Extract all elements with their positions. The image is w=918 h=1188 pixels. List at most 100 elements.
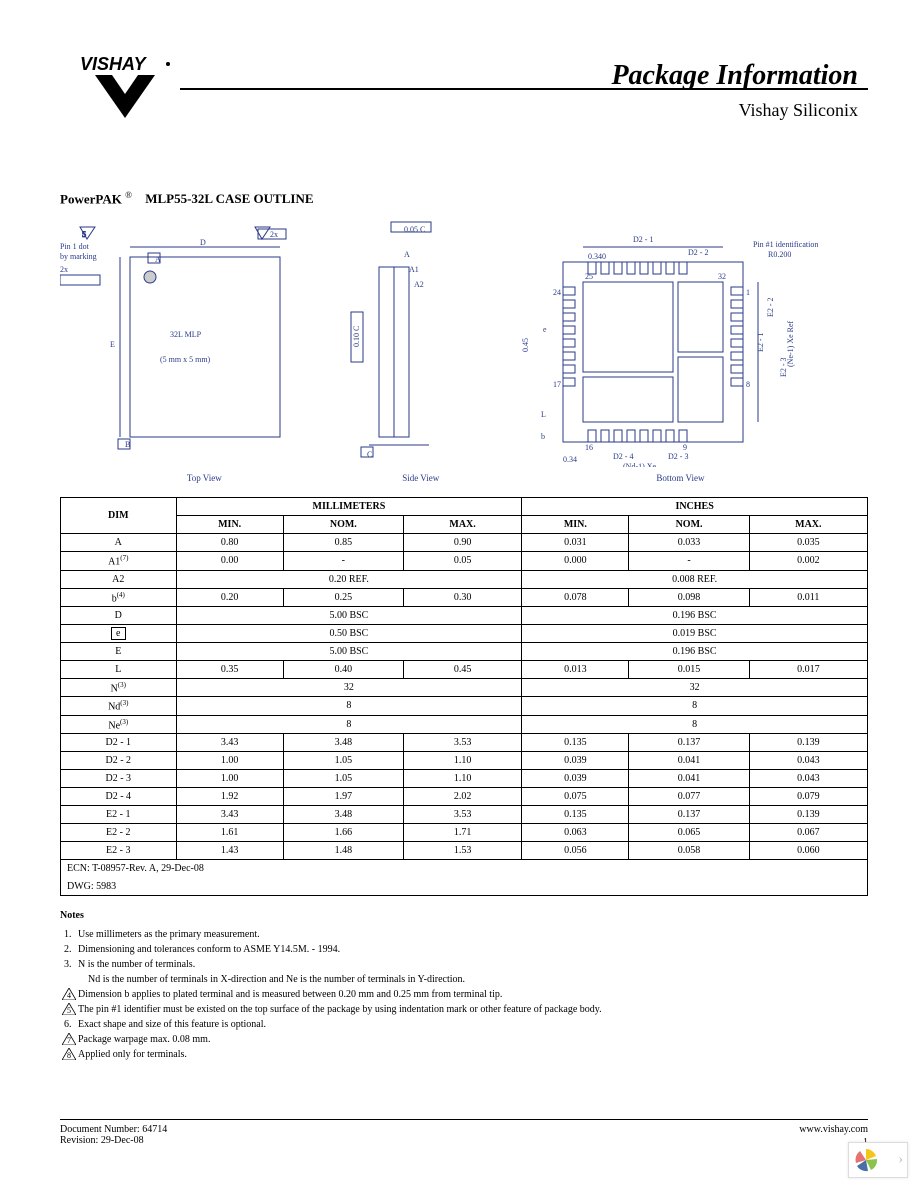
table-row: E2 - 13.433.483.530.1350.1370.139 [61,805,868,823]
dim-cell: Ne(3) [61,715,177,733]
col-mm-nom: NOM. [283,516,403,534]
dim-cell: e [61,624,177,642]
in-span-cell: 0.196 BSC [522,606,868,624]
dim-cell: E2 - 1 [61,805,177,823]
col-mm-min: MIN. [176,516,283,534]
note-item: 4Dimension b applies to plated terminal … [64,987,868,1002]
dwg-row: DWG: 5983 [61,877,868,895]
in-cell: 0.041 [629,751,749,769]
table-row: L0.350.400.450.0130.0150.017 [61,660,868,678]
mm-cell: 1.97 [283,787,403,805]
svg-text:e: e [543,325,547,334]
in-cell: 0.039 [522,751,629,769]
in-cell: 0.011 [749,588,867,606]
svg-text:0.34: 0.34 [563,455,577,464]
note-item: 3.N is the number of terminals. [64,957,868,972]
logo-text: VISHAY [80,54,148,74]
mm-cell: 0.45 [403,660,521,678]
svg-text:0.45: 0.45 [521,338,530,352]
in-cell: 0.139 [749,733,867,751]
mm-cell: 1.92 [176,787,283,805]
in-cell: 0.060 [749,841,867,859]
title-block: Package Information Vishay Siliconix [611,60,858,121]
mm-cell: 0.00 [176,552,283,570]
svg-text:D2 - 4: D2 - 4 [613,452,633,461]
table-row: e0.50 BSC0.019 BSC [61,624,868,642]
doc-number: Document Number: 64714 [60,1124,167,1135]
svg-text:5: 5 [67,1006,71,1015]
dimensions-table: DIM MILLIMETERS INCHES MIN. NOM. MAX. MI… [60,497,868,896]
in-cell: 0.058 [629,841,749,859]
bottom-view-drawing: 0.340 D2 - 1 D2 - 2 Pin #1 identificatio… [493,217,868,487]
svg-text:E2 - 2: E2 - 2 [766,298,775,318]
table-group-header-row: DIM MILLIMETERS INCHES [61,498,868,516]
table-row: E2 - 31.431.481.530.0560.0580.060 [61,841,868,859]
mm-cell: 3.43 [176,805,283,823]
svg-text:D2 - 2: D2 - 2 [688,248,708,257]
svg-text:A2: A2 [414,280,424,289]
svg-text:0.10 C: 0.10 C [352,326,361,347]
revision: Revision: 29-Dec-08 [60,1135,144,1148]
svg-text:R0.200: R0.200 [768,250,791,259]
table-row: D2 - 31.001.051.100.0390.0410.043 [61,769,868,787]
svg-text:b: b [541,432,545,441]
notes-title: Notes [60,908,868,923]
in-cell: 0.075 [522,787,629,805]
svg-text:0.340: 0.340 [588,252,606,261]
mm-span-cell: 8 [176,697,522,715]
in-span-cell: 0.019 BSC [522,624,868,642]
mm-span-cell: 8 [176,715,522,733]
top-view-drawing: 5 Pin 1 dot by marking 2x D E A B 2x 32L… [60,217,349,487]
in-cell: 0.135 [522,733,629,751]
note-item: Nd is the number of terminals in X-direc… [64,972,868,987]
svg-text:L: L [541,410,546,419]
table-row: Ne(3)88 [61,715,868,733]
mm-cell: 1.61 [176,823,283,841]
table-row: A20.20 REF.0.008 REF. [61,570,868,588]
mm-cell: 0.40 [283,660,403,678]
viewer-widget[interactable]: › [848,1142,908,1178]
in-cell: 0.013 [522,660,629,678]
mm-cell: 3.48 [283,805,403,823]
svg-text:E: E [110,340,115,349]
mm-cell: 1.48 [283,841,403,859]
mm-cell: 0.05 [403,552,521,570]
mm-cell: 2.02 [403,787,521,805]
product-family: PowerPAK [60,191,122,206]
table-row: b(4)0.200.250.300.0780.0980.011 [61,588,868,606]
side-view-label: Side View [349,473,493,483]
svg-text:9: 9 [683,443,687,452]
mm-span-cell: 0.50 BSC [176,624,522,642]
in-cell: 0.098 [629,588,749,606]
svg-text:0.05 C: 0.05 C [404,225,425,234]
svg-text:4: 4 [67,991,71,1000]
notes-section: Notes 1.Use millimeters as the primary m… [60,908,868,1062]
chevron-right-icon[interactable]: › [898,1152,903,1168]
svg-text:32L MLP: 32L MLP [170,330,202,339]
dim-cell: Nd(3) [61,697,177,715]
mm-cell: 1.10 [403,751,521,769]
in-cell: 0.043 [749,751,867,769]
in-cell: - [629,552,749,570]
in-cell: 0.139 [749,805,867,823]
in-cell: 0.063 [522,823,629,841]
dim-cell: A1(7) [61,552,177,570]
dim-cell: A2 [61,570,177,588]
dim-cell: A [61,534,177,552]
col-in-max: MAX. [749,516,867,534]
mm-cell: 3.53 [403,733,521,751]
mm-cell: 3.48 [283,733,403,751]
in-cell: 0.067 [749,823,867,841]
table-row: A1(7)0.00-0.050.000-0.002 [61,552,868,570]
in-cell: 0.078 [522,588,629,606]
in-cell: 0.079 [749,787,867,805]
dim-cell: E2 - 2 [61,823,177,841]
svg-text:16: 16 [585,443,593,452]
col-dim: DIM [61,498,177,534]
dwg-text: DWG: 5983 [67,881,116,892]
page-footer: Document Number: 64714 www.vishay.com Re… [60,1119,868,1148]
in-cell: 0.033 [629,534,749,552]
col-in-min: MIN. [522,516,629,534]
svg-text:by marking: by marking [60,252,97,261]
dim-cell: b(4) [61,588,177,606]
